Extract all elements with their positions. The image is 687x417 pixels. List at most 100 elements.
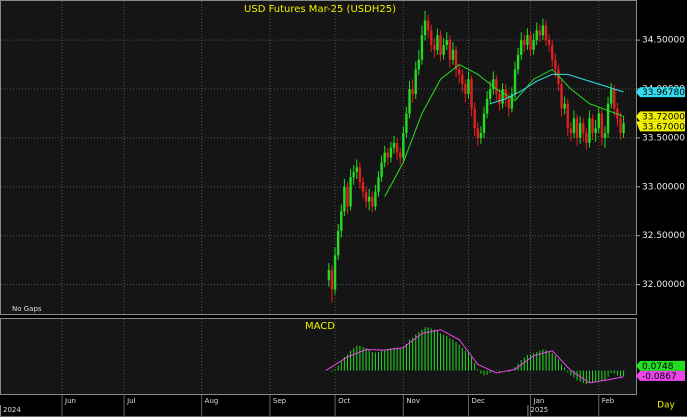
candle-body	[566, 103, 569, 129]
candle-body	[386, 152, 390, 158]
candle-body	[336, 230, 340, 256]
candle-body	[563, 103, 566, 109]
candle-body	[585, 133, 588, 143]
moving-average	[384, 63, 624, 197]
price-panel	[0, 0, 637, 315]
candle-body	[461, 74, 464, 85]
candle-body	[600, 113, 604, 138]
candle-body	[374, 191, 377, 207]
x-tick-label: Aug	[205, 397, 219, 405]
candle-body	[603, 133, 607, 138]
x-tick-label: Feb	[602, 397, 615, 405]
x-tick-label: Oct	[338, 397, 350, 405]
candle-body	[352, 172, 355, 178]
candle-body	[507, 98, 510, 109]
y-tick-label: 33.00000	[642, 182, 685, 192]
candle-body	[575, 118, 579, 138]
candle-body	[485, 98, 489, 114]
candle-body	[551, 44, 554, 60]
price-marker	[640, 87, 685, 98]
candle-body	[557, 69, 560, 85]
candle-body	[445, 40, 448, 45]
macd-title: MACD	[305, 321, 335, 332]
candle-body	[470, 79, 473, 109]
candle-body	[411, 89, 414, 94]
candle-body	[355, 167, 358, 173]
candle-body	[541, 25, 545, 36]
candle-body	[495, 79, 498, 94]
candle-body	[516, 54, 520, 70]
candle-body	[442, 44, 445, 55]
candle-body	[578, 123, 582, 138]
candle-body	[569, 128, 573, 134]
x-tick-label: Dec	[471, 397, 485, 405]
candle-body	[538, 30, 542, 36]
candle-body	[473, 108, 476, 129]
candle-body	[619, 118, 622, 134]
candle-body	[380, 162, 383, 178]
candle-body	[532, 40, 535, 50]
candle-body	[439, 35, 442, 55]
price-marker	[640, 111, 685, 122]
candle-body	[426, 20, 430, 31]
macd-line	[325, 329, 624, 384]
year-label: 2024	[3, 406, 21, 414]
candle-body	[454, 49, 458, 70]
candle-body	[613, 89, 616, 109]
candle-body	[405, 113, 408, 134]
candle-body	[399, 152, 402, 158]
candle-body	[498, 93, 501, 104]
price-marker-arrow	[636, 360, 640, 371]
candle-body	[594, 128, 597, 134]
candle-body	[520, 40, 523, 55]
candle-body	[436, 35, 439, 50]
price-marker-arrow	[636, 370, 640, 381]
candle-body	[582, 123, 585, 134]
year-label: 2025	[530, 406, 548, 414]
candle-body	[467, 79, 470, 94]
x-tick-label: Jan	[533, 397, 545, 405]
moving-average	[490, 73, 624, 105]
candle-body	[504, 89, 507, 99]
candle-body	[606, 103, 610, 134]
candle-body	[588, 118, 591, 143]
candle-body	[349, 177, 352, 207]
period-label: Day	[657, 401, 675, 411]
candle-body	[451, 49, 455, 60]
candle-body	[476, 128, 479, 138]
candle-body	[609, 89, 613, 104]
x-tick-label: Jun	[64, 397, 76, 405]
candle-body	[492, 79, 495, 90]
candle-body	[479, 133, 483, 138]
price-marker-label: 33.72000	[642, 112, 685, 122]
candle-body	[389, 147, 393, 158]
candle-body	[343, 186, 346, 212]
y-tick-label: 32.50000	[642, 231, 685, 241]
candle-body	[616, 108, 619, 119]
candle-body	[383, 152, 386, 163]
y-tick-label: 32.00000	[642, 280, 685, 290]
candle-body	[448, 40, 452, 60]
candle-body	[408, 89, 411, 114]
x-tick-label: Jul	[126, 397, 136, 405]
candle-body	[591, 118, 594, 134]
price-marker-arrow	[636, 87, 640, 98]
chart-title: USD Futures Mar-25 (USDH25)	[244, 4, 396, 15]
x-tick-label: Sep	[273, 397, 287, 405]
candle-body	[501, 89, 504, 104]
candle-body	[488, 89, 492, 99]
candle-body	[417, 59, 421, 70]
candle-body	[547, 40, 551, 45]
candle-body	[535, 30, 538, 41]
x-tick-label: Nov	[406, 397, 420, 405]
price-marker-label: 0.0748	[642, 362, 674, 372]
candle-body	[420, 35, 424, 60]
candle-body	[402, 133, 405, 158]
candle-body	[346, 186, 349, 207]
candle-body	[482, 113, 486, 134]
candle-body	[371, 196, 374, 207]
candle-body	[457, 69, 461, 75]
